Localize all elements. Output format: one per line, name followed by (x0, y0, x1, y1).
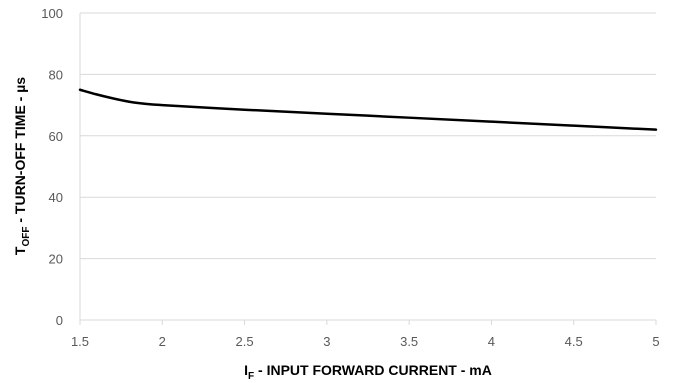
x-tick-label: 4 (488, 334, 495, 349)
x-axis-title: IF - INPUT FORWARD CURRENT - mA (244, 362, 492, 382)
x-axis-title-subscript: F (248, 371, 254, 382)
x-axis-title-main: I (244, 362, 248, 378)
y-tick-label: 20 (49, 252, 63, 267)
series-lines (78, 88, 658, 131)
x-tick-label: 4.5 (565, 334, 583, 349)
series-line (78, 88, 658, 131)
y-axis-title-subscript: OFF (21, 227, 32, 247)
x-tick-label: 5 (652, 334, 659, 349)
x-tick-label: 1.5 (71, 334, 89, 349)
y-tick-label: 0 (56, 313, 63, 328)
x-axis-title-rest: - INPUT FORWARD CURRENT - mA (254, 362, 492, 378)
gridlines (80, 12, 656, 260)
y-axis-title-main: T (12, 246, 28, 255)
x-tick-labels: 1.5 2 2.5 3 3.5 4 4.5 5 (71, 334, 660, 349)
y-tick-label: 100 (41, 6, 63, 21)
x-tick-label: 2.5 (236, 334, 254, 349)
axes (79, 13, 657, 325)
x-tick-label: 3 (323, 334, 330, 349)
y-tick-label: 60 (49, 129, 63, 144)
y-axis-title: TOFF - TURN-OFF TIME - µs (12, 77, 32, 255)
x-tick-label: 2 (159, 334, 166, 349)
y-axis-title-rest: - TURN-OFF TIME - µs (12, 77, 28, 227)
y-tick-labels: 0 20 40 60 80 100 (41, 6, 63, 328)
y-tick-label: 80 (49, 67, 63, 82)
y-tick-label: 40 (49, 190, 63, 205)
x-tick-label: 3.5 (400, 334, 418, 349)
